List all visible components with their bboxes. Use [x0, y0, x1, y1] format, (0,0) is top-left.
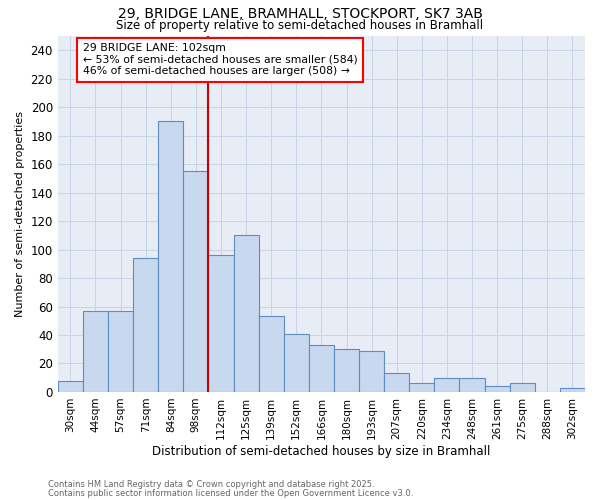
- Bar: [133, 258, 158, 392]
- Bar: [434, 378, 460, 392]
- Bar: [83, 311, 108, 392]
- X-axis label: Distribution of semi-detached houses by size in Bramhall: Distribution of semi-detached houses by …: [152, 444, 491, 458]
- Bar: [108, 311, 133, 392]
- Text: 29 BRIDGE LANE: 102sqm
← 53% of semi-detached houses are smaller (584)
46% of se: 29 BRIDGE LANE: 102sqm ← 53% of semi-det…: [83, 43, 358, 76]
- Bar: [409, 384, 434, 392]
- Bar: [509, 384, 535, 392]
- Bar: [208, 256, 233, 392]
- Bar: [184, 172, 208, 392]
- Bar: [259, 316, 284, 392]
- Bar: [58, 380, 83, 392]
- Text: Size of property relative to semi-detached houses in Bramhall: Size of property relative to semi-detach…: [116, 18, 484, 32]
- Bar: [359, 350, 384, 392]
- Bar: [233, 236, 259, 392]
- Bar: [158, 122, 184, 392]
- Bar: [485, 386, 509, 392]
- Bar: [334, 349, 359, 392]
- Bar: [284, 334, 309, 392]
- Bar: [384, 374, 409, 392]
- Y-axis label: Number of semi-detached properties: Number of semi-detached properties: [15, 111, 25, 317]
- Bar: [309, 345, 334, 392]
- Bar: [560, 388, 585, 392]
- Text: Contains public sector information licensed under the Open Government Licence v3: Contains public sector information licen…: [48, 488, 413, 498]
- Bar: [460, 378, 485, 392]
- Text: 29, BRIDGE LANE, BRAMHALL, STOCKPORT, SK7 3AB: 29, BRIDGE LANE, BRAMHALL, STOCKPORT, SK…: [118, 8, 482, 22]
- Text: Contains HM Land Registry data © Crown copyright and database right 2025.: Contains HM Land Registry data © Crown c…: [48, 480, 374, 489]
